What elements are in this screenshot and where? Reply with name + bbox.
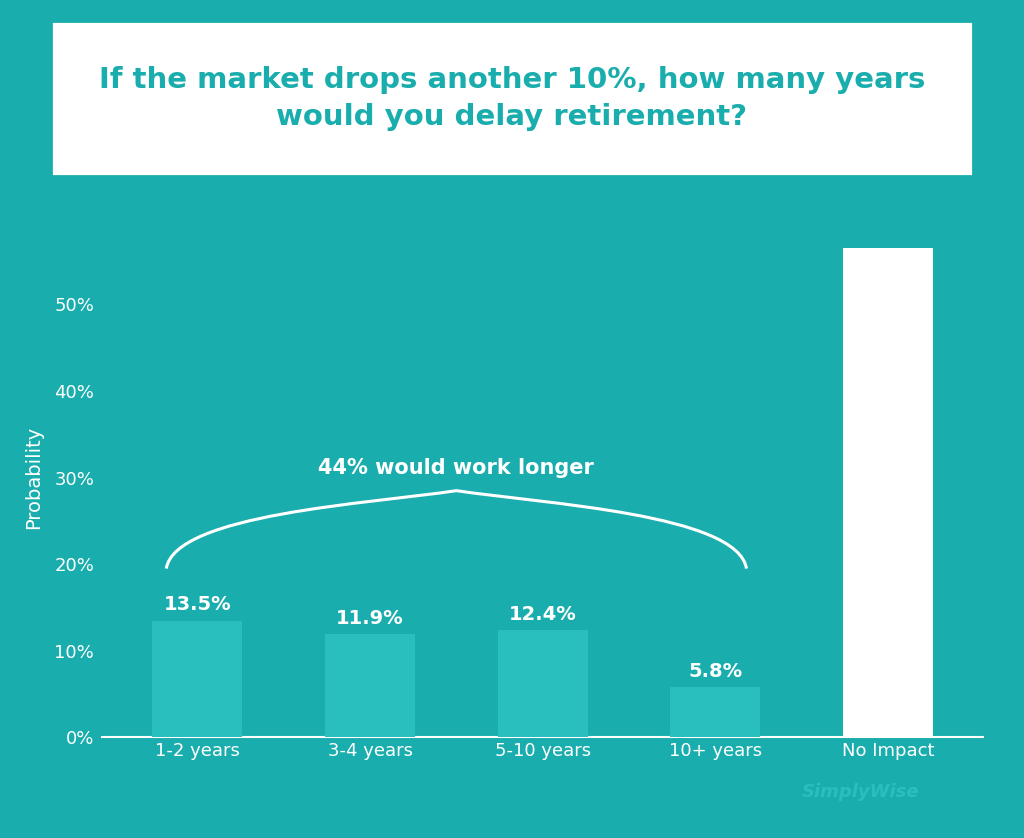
Bar [843,248,933,737]
Text: 12.4%: 12.4% [509,605,577,624]
Bar [153,620,243,737]
Bar [326,634,415,737]
Text: 56.5%: 56.5% [854,223,922,242]
Text: 13.5%: 13.5% [164,596,231,614]
Bar [671,687,760,737]
Text: SimplyWise: SimplyWise [802,783,919,801]
Text: 44% would work longer: 44% would work longer [318,458,594,478]
FancyBboxPatch shape [51,21,973,176]
Bar [498,630,588,737]
Text: 11.9%: 11.9% [336,609,403,628]
Text: If the market drops another 10%, how many years
would you delay retirement?: If the market drops another 10%, how man… [98,66,926,131]
Text: 5.8%: 5.8% [688,662,742,681]
Y-axis label: Probability: Probability [25,426,43,530]
